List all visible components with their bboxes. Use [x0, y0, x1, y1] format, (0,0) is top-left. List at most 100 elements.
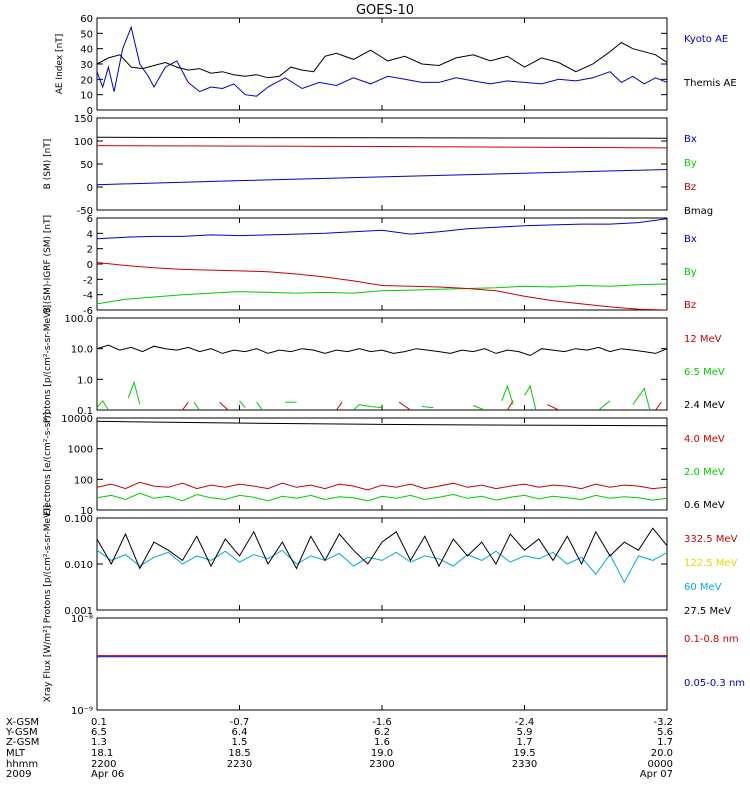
- x-axis-value: 2200: [91, 759, 116, 770]
- y-tick-label: 0: [87, 106, 93, 117]
- y-axis-label: Xray Flux [W/m²]: [43, 626, 53, 702]
- legend-label: 12 MeV: [684, 334, 722, 345]
- series-line-6-5-mev: [239, 400, 246, 408]
- x-axis-value: 2230: [227, 759, 252, 770]
- legend-label: Kyoto AE: [684, 34, 728, 45]
- y-tick-label: 0: [87, 260, 93, 271]
- legend-label: Bmag: [684, 206, 713, 217]
- x-axis-value: 18.1: [91, 748, 113, 759]
- series-line-4-0-mev: [97, 481, 667, 491]
- y-axis-label: Electrons [e/(cm²-s-sr)]: [43, 412, 53, 516]
- series-line-12-mev: [182, 401, 189, 410]
- y-axis-label: Protons [p/(cm²-s-sr-MeV)]: [43, 305, 53, 423]
- legend-label: Bx: [684, 234, 697, 245]
- series-line-12-mev: [335, 401, 343, 410]
- y-tick-label: 100.0: [64, 314, 93, 325]
- series-line-bmag: [97, 136, 667, 139]
- y-tick-label: 150: [74, 114, 93, 125]
- x-axis-value: 20.0: [651, 748, 673, 759]
- legend-label: 332.5 MeV: [684, 534, 738, 545]
- series-line-6-5-mev: [632, 387, 651, 410]
- x-axis-value: 18.5: [228, 748, 250, 759]
- legend-label: 2.0 MeV: [684, 467, 725, 478]
- series-line-bx: [97, 218, 667, 240]
- series-line-6-5-mev: [501, 384, 514, 405]
- legend-label: 0.1-0.8 nm: [684, 634, 739, 645]
- legend-label: Bx: [684, 134, 697, 145]
- x-axis-row-label: Y-GSM: [5, 727, 38, 738]
- x-axis-value: 1.6: [374, 737, 390, 748]
- x-axis-value: Apr 06: [91, 769, 124, 780]
- series-line-12-mev: [398, 401, 411, 410]
- y-tick-label: 60: [80, 14, 93, 25]
- series-line-bx: [97, 169, 667, 186]
- x-axis-value: 1.3: [91, 737, 107, 748]
- legend-label: 60 MeV: [684, 582, 722, 593]
- y-tick-label: -6: [83, 306, 93, 317]
- y-tick-label: 0.100: [64, 514, 93, 525]
- series-line-themis-ae: [97, 41, 667, 79]
- chart-title: GOES-10: [356, 3, 414, 18]
- series-line-bz: [97, 145, 667, 149]
- y-axis-label: B (SM) [nT]: [43, 139, 53, 190]
- x-axis-ephemeris: X-GSMY-GSMZ-GSMMLThhmm20090.16.51.318.12…: [5, 717, 673, 780]
- legend-label: By: [684, 158, 697, 169]
- panel-7: 10⁻⁹ 10⁻⁸ Xray Flux [W/m²] 0.1-0.8 nm 0.05-0…: [43, 614, 745, 717]
- panel-frame: [96, 317, 668, 411]
- x-axis-value: Apr 07: [640, 769, 673, 780]
- y-axis-label: Protons [p/(cm²-s-sr-MeV)]: [43, 505, 53, 623]
- series-line-6-5-mev: [598, 400, 611, 410]
- y-tick-label: 10: [80, 506, 93, 517]
- panel-4: 0.1 1.0 10.0 100.0 Protons [p/(cm²-s-sr-MeV)…: [43, 305, 725, 423]
- y-tick-label: 0.010: [64, 560, 93, 571]
- y-tick-label: 10.0: [71, 345, 93, 356]
- legend-label: Themis AE: [683, 78, 737, 89]
- x-axis-value: 5.9: [517, 727, 533, 738]
- y-tick-label: 2: [87, 245, 93, 256]
- series-line-12-mev: [655, 401, 662, 410]
- y-tick-label: 1.0: [77, 375, 93, 386]
- y-tick-label: 10000: [61, 414, 93, 425]
- series-line-kyoto-ae: [97, 25, 667, 97]
- series-line-2-0-mev: [97, 492, 667, 502]
- legend-label: 0.6 MeV: [684, 500, 725, 511]
- series-line-12-mev: [219, 401, 229, 410]
- x-axis-value: 1.7: [657, 737, 673, 748]
- legend-label: 122.5 MeV: [684, 558, 738, 569]
- y-tick-label: -2: [83, 275, 93, 286]
- series-line-bz: [97, 262, 667, 310]
- x-axis-value: 6.4: [232, 727, 248, 738]
- legend-label: Bz: [684, 300, 696, 311]
- x-axis-value: 2300: [369, 759, 394, 770]
- y-tick-label: 0.001: [64, 606, 93, 617]
- y-axis-label: B (SM)-IGRF (SM) [nT]: [43, 215, 53, 313]
- x-axis-value: 2330: [512, 759, 537, 770]
- series-line-6-5-mev: [353, 404, 383, 410]
- x-axis-value: -0.7: [230, 717, 250, 728]
- series-line-6-5-mev: [256, 401, 263, 410]
- x-axis-value: 6.5: [91, 727, 107, 738]
- series-line-6-5-mev: [97, 399, 109, 410]
- y-tick-label: 40: [80, 45, 93, 56]
- series-line-6-5-mev: [421, 406, 434, 409]
- legend-label: 27.5 MeV: [684, 606, 731, 617]
- panel-frame: [96, 617, 668, 711]
- x-axis-row-label: MLT: [6, 748, 26, 759]
- legend-label: By: [684, 267, 697, 278]
- y-tick-label: 10⁻⁸: [71, 614, 93, 625]
- series-line-6-5-mev: [127, 380, 141, 405]
- legend-label: 6.5 MeV: [684, 367, 725, 378]
- x-axis-value: 19.5: [513, 748, 535, 759]
- series-line-12-mev: [547, 404, 559, 410]
- series-line-6-5-mev: [473, 405, 485, 410]
- x-axis-value: -2.4: [515, 717, 535, 728]
- legend-label: 4.0 MeV: [684, 434, 725, 445]
- legend-label: 2.4 MeV: [684, 400, 725, 411]
- x-axis-row-label: hhmm: [6, 759, 38, 770]
- series-line-6-5-mev: [524, 384, 537, 410]
- x-axis-value: 5.6: [657, 727, 673, 738]
- y-axis-label: AE Index [nT]: [55, 34, 65, 95]
- y-tick-label: 0.1: [77, 406, 93, 417]
- x-axis-value: 1.7: [517, 737, 533, 748]
